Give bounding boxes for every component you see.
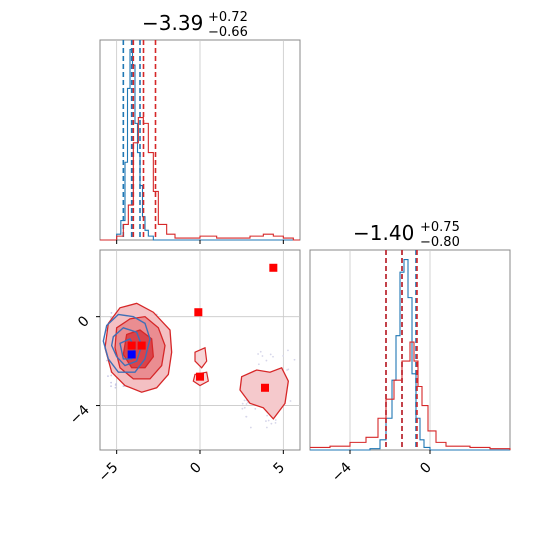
joint-contour-island [194, 346, 208, 369]
joint-sample-dot [110, 312, 113, 314]
joint-sample-dot [107, 375, 109, 378]
joint-sample-dot [265, 426, 268, 429]
joint-sample-dot [249, 426, 252, 429]
joint-sample-dot [243, 406, 246, 409]
joint-sample-dot [241, 407, 244, 410]
joint-blue-contour [110, 326, 143, 367]
joint-contour-island [239, 366, 290, 420]
marginal-y-frame [309, 249, 511, 451]
joint-marker [137, 341, 146, 350]
marginal-x-title-lower: −0.66 [208, 25, 248, 40]
joint-marker [194, 308, 203, 317]
joint-marker [196, 372, 204, 381]
joint-sample-dot [254, 407, 257, 410]
joint-sample-dot [287, 368, 290, 371]
joint-sample-dot [274, 421, 277, 424]
joint-x-tick-label: 0 [187, 460, 205, 478]
marginal-y-title-lower: −0.80 [420, 235, 460, 250]
joint-sample-dot [245, 403, 248, 405]
joint-sample-dot [110, 381, 112, 384]
joint-x-tick-label: −5 [96, 460, 122, 486]
marginal-y-x-tick-label: −4 [329, 459, 355, 485]
joint-blue-contour [102, 313, 151, 373]
joint-sample-dot [257, 353, 259, 355]
joint-marker [269, 263, 278, 272]
joint-sample-dot [282, 354, 285, 357]
marginal-y-title: −1.40 +0.75 −0.80 [353, 220, 460, 250]
joint-sample-dot [274, 419, 277, 421]
marginal-x-panel [99, 39, 301, 241]
joint-sample-dot [267, 419, 270, 422]
joint-sample-dot [265, 420, 267, 422]
joint-sample-dot [241, 402, 244, 405]
joint-sample-dot [287, 349, 289, 352]
marginal-y-title-value: −1.40 [353, 221, 414, 245]
joint-sample-dot [114, 384, 117, 386]
joint-sample-dot [272, 355, 274, 358]
marginal-y-histogram-step [310, 258, 510, 451]
marginal-x-histogram-step [100, 48, 300, 241]
marginal-y-panel [309, 249, 511, 451]
joint-sample-dot [293, 358, 296, 361]
joint-sample-dot [245, 415, 248, 418]
marginal-x-title: −3.39 +0.72 −0.66 [142, 10, 248, 40]
joint-y-tick-label: 0 [75, 313, 93, 331]
joint-sample-dot [257, 363, 260, 366]
joint-y-tick-label: −4 [67, 402, 93, 428]
joint-marker [127, 341, 136, 350]
joint-sample-dot [269, 353, 272, 356]
joint-marker [127, 350, 136, 359]
joint-sample-dot [261, 355, 264, 357]
joint-marker [261, 383, 269, 392]
joint-sample-dot [289, 400, 292, 402]
marginal-y-title-upper: +0.75 [420, 220, 460, 235]
marginal-x-title-upper: +0.72 [208, 10, 248, 25]
joint-sample-dot [106, 359, 108, 362]
joint-panel [99, 249, 301, 451]
joint-sample-dot [265, 359, 268, 362]
joint-x-tick-label: 5 [271, 460, 289, 478]
joint-sample-dot [259, 350, 262, 353]
marginal-x-histogram-step [100, 117, 300, 241]
joint-sample-dot [110, 374, 113, 377]
joint-sample-dot [114, 386, 117, 389]
marginal-x-title-value: −3.39 [142, 11, 203, 35]
marginal-y-x-tick-label: 0 [417, 460, 435, 478]
joint-sample-dot [270, 422, 273, 425]
marginal-y-histogram-step [310, 341, 511, 450]
joint-sample-dot [110, 385, 112, 388]
joint-sample-dot [243, 399, 246, 402]
joint-sample-dot [266, 414, 269, 417]
